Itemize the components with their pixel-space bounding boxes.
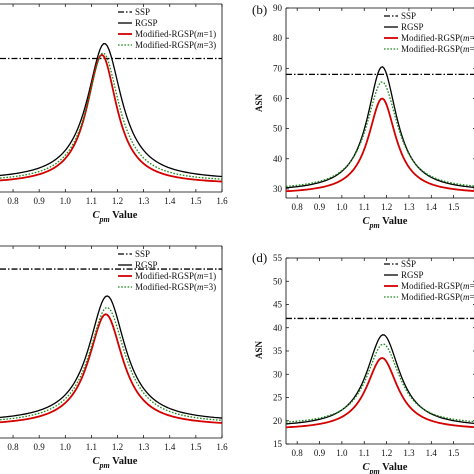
series-line-rgsp (0, 43, 222, 178)
y-tick-label: 35 (273, 346, 283, 356)
y-tick-label: 50 (273, 276, 283, 286)
chart-panel-1: 0.8 0.9 1.0 1.1 1.2 1.3 1.4 1.5 1.6 Cpm Value SSPR… (0, 3, 228, 224)
x-tick-label: 1.2 (381, 202, 392, 212)
legend-label: Modified-RGSP(m=1) (135, 271, 216, 281)
y-tick-label: 55 (273, 253, 283, 263)
series-line-modified-rgsp-m-3 (0, 306, 222, 421)
x-tick-label: 1.5 (448, 202, 460, 212)
x-tick-label: 1.3 (403, 448, 415, 458)
x-tick-label: 1.3 (138, 442, 150, 452)
y-tick-label: 30 (273, 184, 283, 194)
series-line-modified-rgsp-m-3 (0, 52, 222, 180)
y-tick-label: 15 (273, 439, 283, 449)
legend-label: RGSP (401, 22, 424, 32)
legend-label: Modified-RGSP(m=3) (401, 292, 474, 302)
chart-panel-2: 0.8 0.9 1.0 1.1 1.2 1.3 1.4 1.5 30 40 50 60 70 80 90 Cp… (252, 2, 474, 230)
legend-label: SSP (135, 249, 150, 259)
series-line-modified-rgsp-m-1 (0, 313, 222, 424)
legend-label: RGSP (135, 260, 158, 270)
x-tick-label: 1.2 (381, 448, 392, 458)
x-tick-label: 0.9 (314, 448, 326, 458)
x-tick-label: 1.5 (448, 448, 460, 458)
series-line-modified-rgsp-m-3 (286, 81, 474, 188)
x-axis-label: Cpm Value (93, 210, 138, 224)
x-tick-label: 1.0 (60, 196, 72, 206)
legend-label: RGSP (135, 18, 158, 28)
x-tick-label: 0.8 (7, 442, 19, 452)
x-tick-label: 0.8 (292, 448, 304, 458)
x-tick-label: 1.0 (336, 448, 348, 458)
x-axis-label: Cpm Value (363, 216, 408, 230)
series-line-modified-rgsp-m-3 (286, 343, 474, 423)
x-tick-label: 1.5 (190, 442, 202, 452)
x-tick-label: 1.4 (164, 442, 176, 452)
x-tick-label: 1.4 (426, 202, 438, 212)
x-tick-label: 1.2 (112, 442, 123, 452)
series-group (286, 66, 474, 193)
x-tick-label: 1.4 (164, 196, 176, 206)
legend-label: Modified-RGSP(m=3) (135, 282, 216, 292)
y-tick-label: 50 (273, 124, 283, 134)
panel-label: (b) (252, 2, 267, 17)
legend: SSPRGSPModified-RGSP(m=1)Modified-RGSP(m… (384, 259, 474, 302)
y-tick-label: 40 (273, 154, 283, 164)
x-tick-label: 1.4 (426, 448, 438, 458)
x-tick-label: 1.0 (336, 202, 348, 212)
series-group (286, 317, 474, 429)
y-axis-label: ASN (254, 94, 264, 113)
series-line-rgsp (286, 66, 474, 189)
panel-label: (d) (252, 250, 267, 265)
series-line-modified-rgsp-m-1 (286, 97, 474, 193)
x-tick-label: 1.0 (60, 442, 72, 452)
y-tick-label: 20 (273, 416, 283, 426)
legend-label: Modified-RGSP(m=1) (401, 33, 474, 43)
x-tick-label: 1.1 (359, 202, 370, 212)
legend-label: SSP (401, 259, 416, 269)
series-line-rgsp (0, 295, 222, 419)
legend: SSPRGSPModified-RGSP(m=1)Modified-RGSP(m… (118, 7, 216, 50)
x-tick-label: 0.8 (7, 196, 19, 206)
y-tick-label: 30 (273, 369, 283, 379)
legend-label: SSP (135, 7, 150, 17)
series-line-modified-rgsp-m-1 (286, 357, 474, 429)
y-tick-label: 90 (273, 3, 283, 13)
x-tick-label: 1.1 (359, 448, 370, 458)
y-tick-label: 80 (273, 33, 283, 43)
series-group (0, 43, 222, 183)
legend-label: Modified-RGSP(m=3) (401, 44, 474, 54)
series-line-modified-rgsp-m-1 (0, 53, 222, 183)
x-tick-label: 1.5 (190, 196, 202, 206)
legend-label: Modified-RGSP(m=3) (135, 40, 216, 50)
y-tick-label: 40 (273, 323, 283, 333)
x-tick-label: 1.6 (216, 196, 228, 206)
x-tick-label: 1.1 (86, 442, 97, 452)
x-axis-label: Cpm Value (93, 456, 138, 470)
x-tick-label: 1.6 (216, 442, 228, 452)
series-line-rgsp (286, 334, 474, 425)
y-tick-label: 25 (273, 393, 283, 403)
legend-label: SSP (401, 11, 416, 21)
series-group (0, 268, 222, 424)
y-axis-label: ASN (254, 341, 264, 360)
y-tick-label: 60 (273, 93, 283, 103)
x-tick-label: 1.3 (403, 202, 415, 212)
y-tick-label: 70 (273, 63, 283, 73)
y-tick-label: 45 (273, 300, 283, 310)
x-tick-label: 0.8 (292, 202, 304, 212)
legend-label: Modified-RGSP(m=1) (401, 281, 474, 291)
x-tick-label: 1.1 (86, 196, 97, 206)
legend: SSPRGSPModified-RGSP(m=1)Modified-RGSP(m… (384, 11, 474, 54)
x-tick-label: 1.2 (112, 196, 123, 206)
x-tick-label: 0.9 (34, 442, 46, 452)
legend-label: RGSP (401, 270, 424, 280)
legend: SSPRGSPModified-RGSP(m=1)Modified-RGSP(m… (118, 249, 216, 292)
x-tick-label: 0.9 (314, 202, 326, 212)
x-tick-label: 0.9 (34, 196, 46, 206)
legend-label: Modified-RGSP(m=1) (135, 29, 216, 39)
chart-panel-3: 0.8 0.9 1.0 1.1 1.2 1.3 1.4 1.5 1.6 Cpm Value SSPR… (0, 245, 228, 470)
x-axis-label: Cpm Value (363, 462, 408, 474)
x-tick-label: 1.3 (138, 196, 150, 206)
chart-panel-4: 0.8 0.9 1.0 1.1 1.2 1.3 1.4 1.5 15 20 25 30 35 40 45 50… (252, 250, 474, 474)
